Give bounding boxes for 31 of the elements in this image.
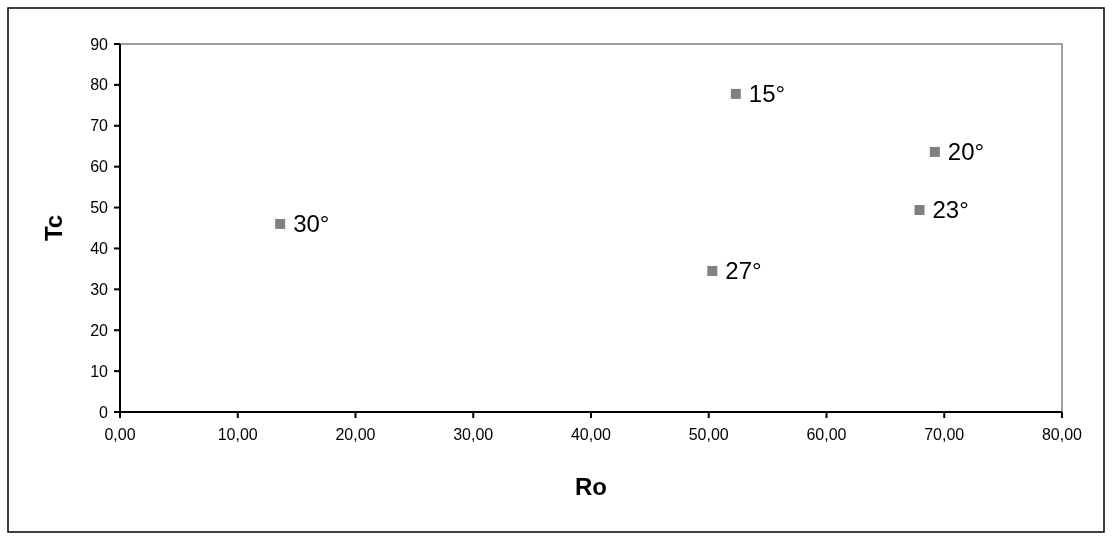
- x-tick-label: 10,00: [217, 426, 258, 443]
- annotation: 20°: [947, 138, 985, 166]
- x-tick-label: 60,00: [806, 426, 847, 443]
- point: [730, 88, 741, 99]
- y-tick-label: 60: [90, 158, 109, 176]
- point: [275, 218, 286, 229]
- x-tick-label: 70,00: [924, 426, 965, 443]
- annotation: 27°: [725, 257, 762, 285]
- y-tick-label: 10: [90, 362, 109, 380]
- x-tick-label: 30,00: [453, 426, 494, 443]
- y-tick-label: 30: [90, 280, 109, 298]
- point: [929, 146, 940, 157]
- x-tick-label: 40,00: [570, 426, 612, 443]
- y-tick-label: 80: [90, 76, 109, 94]
- x-tick-label: 0,00: [104, 426, 136, 443]
- y-tick-label: 20: [90, 321, 109, 339]
- y-tick-label: 50: [90, 199, 109, 217]
- y-axis-title: Tc: [40, 214, 67, 242]
- point: [914, 205, 925, 216]
- y-tick-label: 0: [99, 403, 109, 421]
- y-tick-label: 40: [90, 240, 109, 258]
- point: [707, 265, 718, 276]
- annotation: 15°: [748, 80, 786, 108]
- y-tick-label: 90: [90, 35, 109, 53]
- x-axis-title: Ro: [575, 473, 607, 500]
- y-tick-label: 70: [90, 117, 109, 135]
- annotation: 30°: [293, 210, 330, 238]
- x-tick-label: 20,00: [335, 426, 376, 443]
- x-tick-label: 80,00: [1041, 426, 1083, 443]
- x-tick-label: 50,00: [688, 426, 729, 443]
- annotation: 23°: [932, 196, 969, 224]
